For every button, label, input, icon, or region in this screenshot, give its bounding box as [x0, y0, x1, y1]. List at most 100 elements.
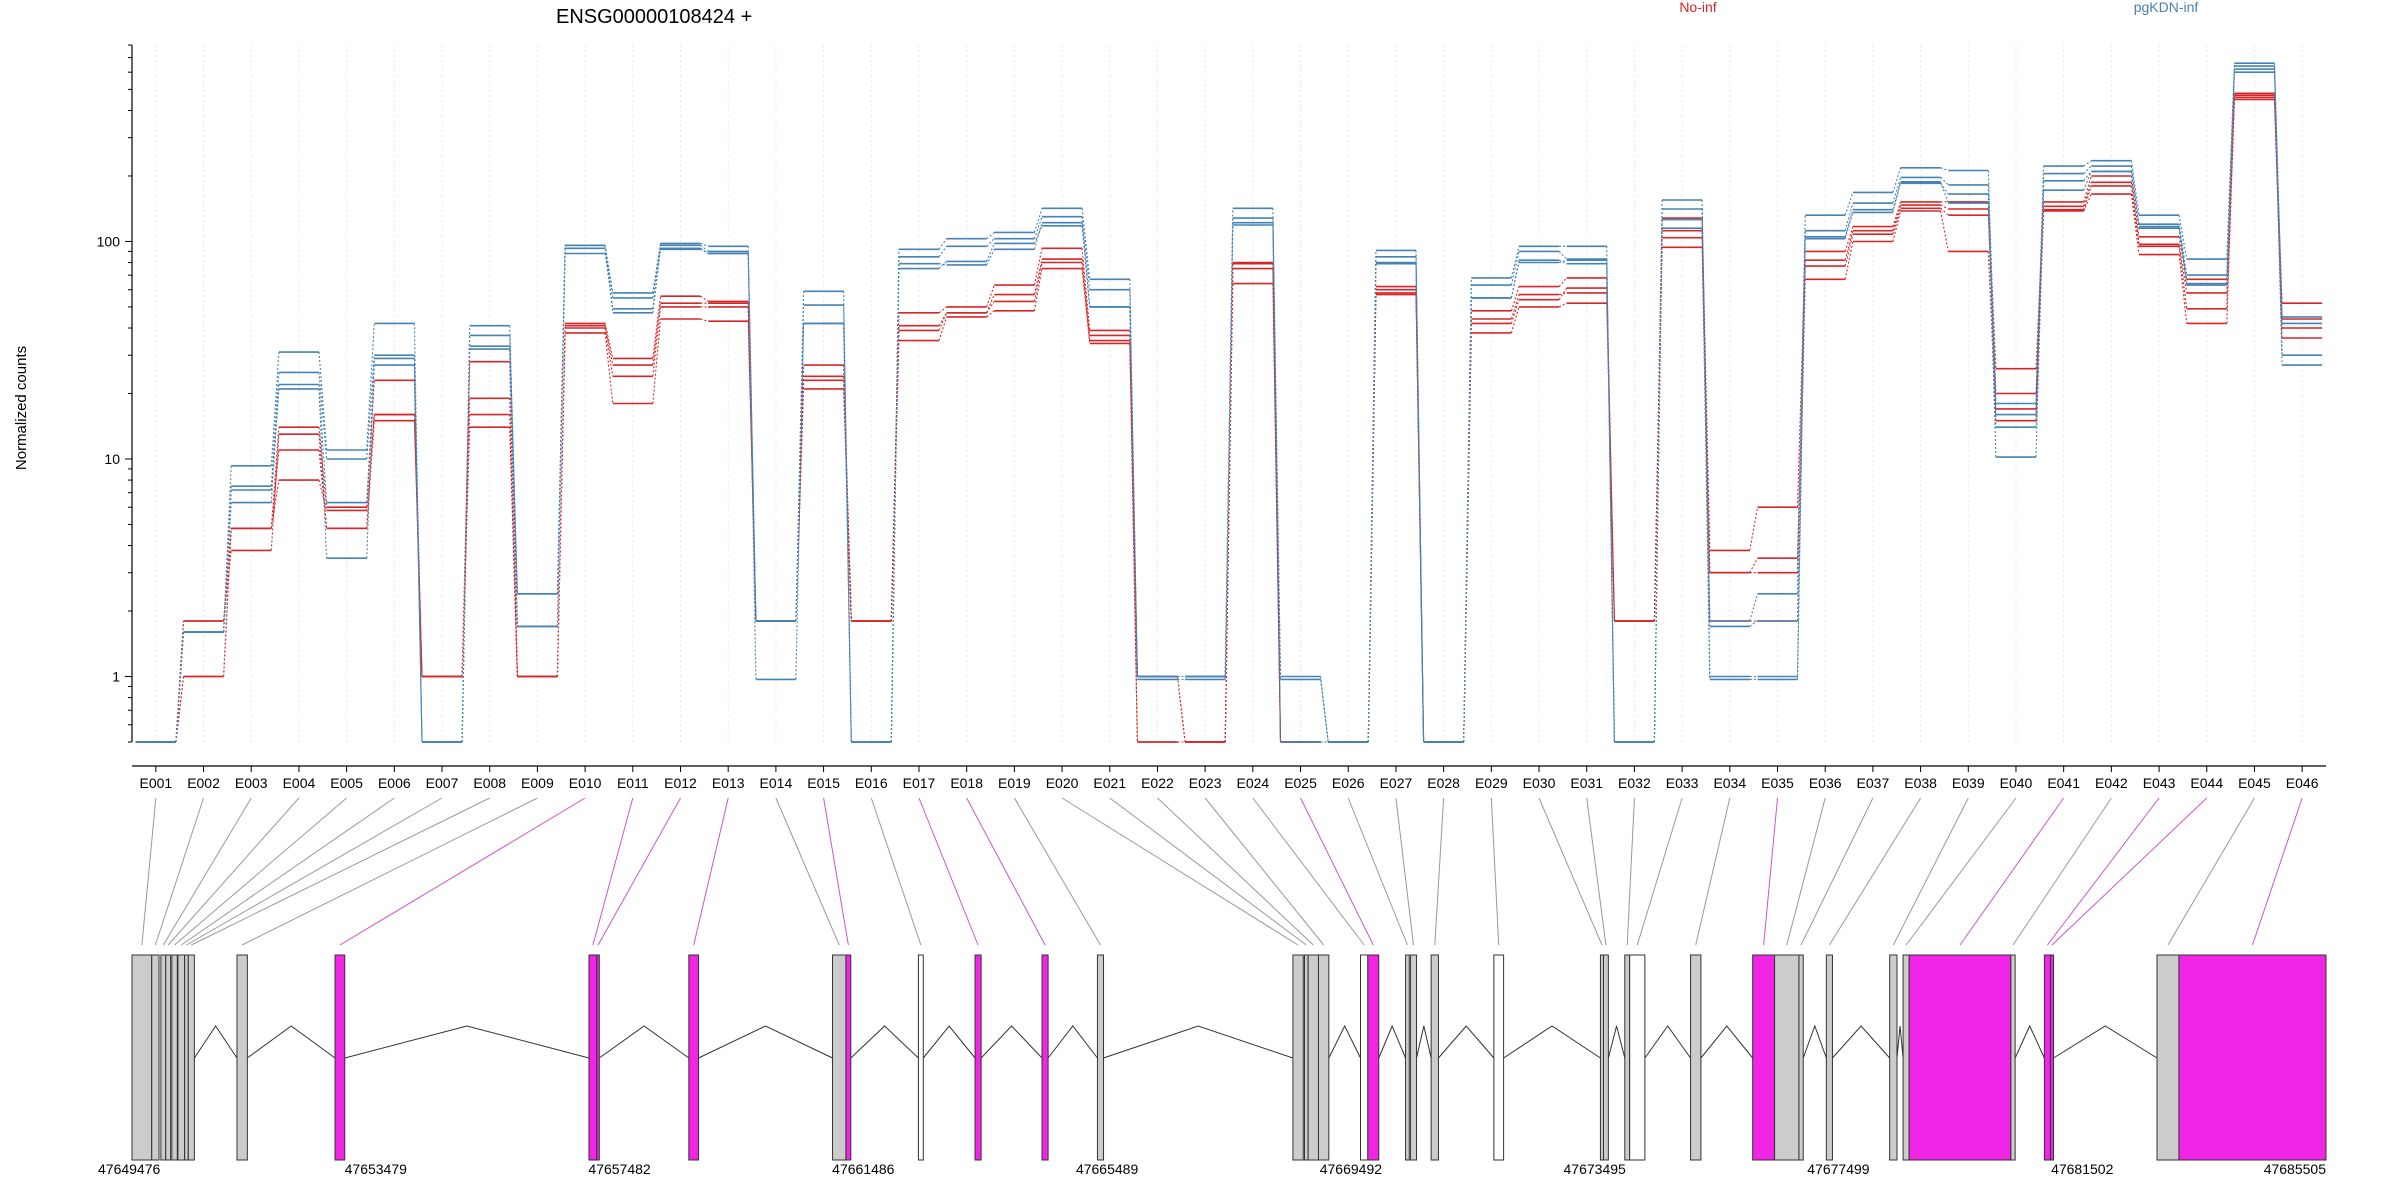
x-tick-label-e025: E025	[1284, 775, 1317, 791]
chart-title: ENSG00000108424 +	[556, 6, 752, 28]
exon-e034	[1690, 954, 1702, 1161]
connector-e029	[1490, 797, 1500, 946]
connector-e009	[241, 797, 538, 946]
x-tick-label-e037: E037	[1857, 775, 1890, 791]
x-tick-label-e029: E029	[1475, 775, 1508, 791]
exon-e017	[974, 954, 982, 1161]
connector-e023	[1204, 797, 1325, 946]
exon-e022	[1307, 954, 1319, 1161]
exon-e018	[1041, 954, 1049, 1161]
connector-e030	[1538, 797, 1603, 946]
coordinate-label-4: 47661486	[832, 1161, 895, 1177]
exon-e010	[334, 954, 346, 1161]
series-pgkdn-inf-4-connectors	[175, 72, 2283, 743]
connector-e043	[2047, 797, 2160, 946]
intron-33	[1644, 1025, 1691, 1059]
exon-e016	[917, 954, 924, 1161]
connector-e012	[597, 797, 681, 946]
series-pgkdn-inf-4-bins	[135, 71, 2323, 743]
intron-29	[1503, 1025, 1601, 1059]
exon-e026	[1405, 954, 1410, 1161]
exon-e031	[1602, 954, 1609, 1161]
series-lines	[135, 62, 2323, 743]
intron-23	[1328, 1024, 1361, 1059]
x-tick-label-e013: E013	[712, 775, 745, 791]
connector-e014	[775, 797, 840, 946]
intron-9	[247, 1025, 336, 1059]
exon-e036	[1774, 954, 1800, 1161]
exon-e025	[1367, 954, 1380, 1161]
exon-e013	[688, 954, 700, 1161]
x-tick-label-e015: E015	[807, 775, 840, 791]
connector-e006	[180, 797, 395, 946]
connector-e034	[1695, 797, 1731, 946]
exon-e043	[2043, 954, 2051, 1161]
exon-e038	[1825, 954, 1833, 1161]
x-tick-label-e003: E003	[235, 775, 268, 791]
x-tick-label-e017: E017	[903, 775, 936, 791]
x-tick-label-e045: E045	[2238, 775, 2271, 791]
x-tick-label-e036: E036	[1809, 775, 1842, 791]
connector-e036	[1786, 797, 1826, 946]
exon-e045	[2156, 954, 2180, 1161]
exon-e003	[160, 954, 167, 1161]
connector-e027	[1395, 797, 1414, 946]
intron-27	[1416, 1025, 1432, 1059]
exon-e039	[1889, 954, 1898, 1161]
exon-e033	[1629, 954, 1646, 1161]
x-tick-label-e014: E014	[760, 775, 793, 791]
series-no-inf-3-connectors	[175, 99, 2283, 743]
intron-39	[1896, 1025, 1904, 1059]
connector-e026	[1347, 797, 1408, 946]
connector-e040	[1905, 797, 2017, 946]
exon-e019	[1096, 954, 1105, 1161]
exon-e041	[1908, 954, 2012, 1161]
coordinate-label-1: 47649476	[98, 1161, 161, 1177]
exon-e021	[1303, 954, 1309, 1161]
connector-e019	[1013, 797, 1101, 946]
connector-e046	[2251, 797, 2303, 946]
y-axis-label: Normalized counts	[13, 346, 30, 470]
x-tick-label-e039: E039	[1952, 775, 1985, 791]
intron-16	[922, 1025, 976, 1059]
connector-e039	[1892, 797, 1969, 946]
x-tick-label-e032: E032	[1618, 775, 1651, 791]
intron-28	[1438, 1025, 1495, 1059]
intron-13	[698, 1025, 833, 1059]
exon-e024	[1360, 954, 1369, 1161]
connector-e037	[1800, 797, 1874, 946]
intron-19	[1103, 1025, 1294, 1059]
coordinate-label-8: 47677499	[1807, 1161, 1870, 1177]
y-tick-label-100: 100	[97, 233, 121, 249]
connector-e013	[693, 797, 729, 946]
intron-37	[1802, 1024, 1827, 1059]
exon-e037	[1798, 954, 1804, 1161]
y-tick-label-10: 10	[104, 451, 120, 467]
exon-e011	[588, 954, 598, 1161]
x-tick-label-e034: E034	[1713, 775, 1746, 791]
connector-e038	[1828, 797, 1922, 946]
exon-e032	[1624, 954, 1631, 1161]
connector-e044	[2051, 797, 2208, 946]
exon-e012	[596, 954, 600, 1161]
intron-31	[1607, 1025, 1626, 1059]
connector-e011	[592, 797, 634, 946]
legend-pgkdn-inf: pgKDN-inf	[2134, 0, 2199, 15]
connector-e022	[1157, 797, 1314, 946]
connector-e045	[2167, 797, 2255, 946]
coordinate-label-6: 47669492	[1320, 1161, 1383, 1177]
connector-e033	[1636, 797, 1683, 946]
x-tick-label-e041: E041	[2047, 775, 2080, 791]
intron-44	[2053, 1025, 2158, 1059]
x-tick-label-e004: E004	[283, 775, 316, 791]
x-tick-label-e042: E042	[2095, 775, 2128, 791]
x-tick-label-e040: E040	[2000, 775, 2033, 791]
x-tick-label-e035: E035	[1761, 775, 1794, 791]
coordinate-label-10: 47685505	[2264, 1161, 2327, 1177]
intron-12	[599, 1025, 690, 1059]
intron-25	[1378, 1024, 1407, 1059]
x-tick-label-e033: E033	[1666, 775, 1699, 791]
x-tick-label-e006: E006	[378, 775, 411, 791]
intron-34	[1700, 1025, 1754, 1059]
